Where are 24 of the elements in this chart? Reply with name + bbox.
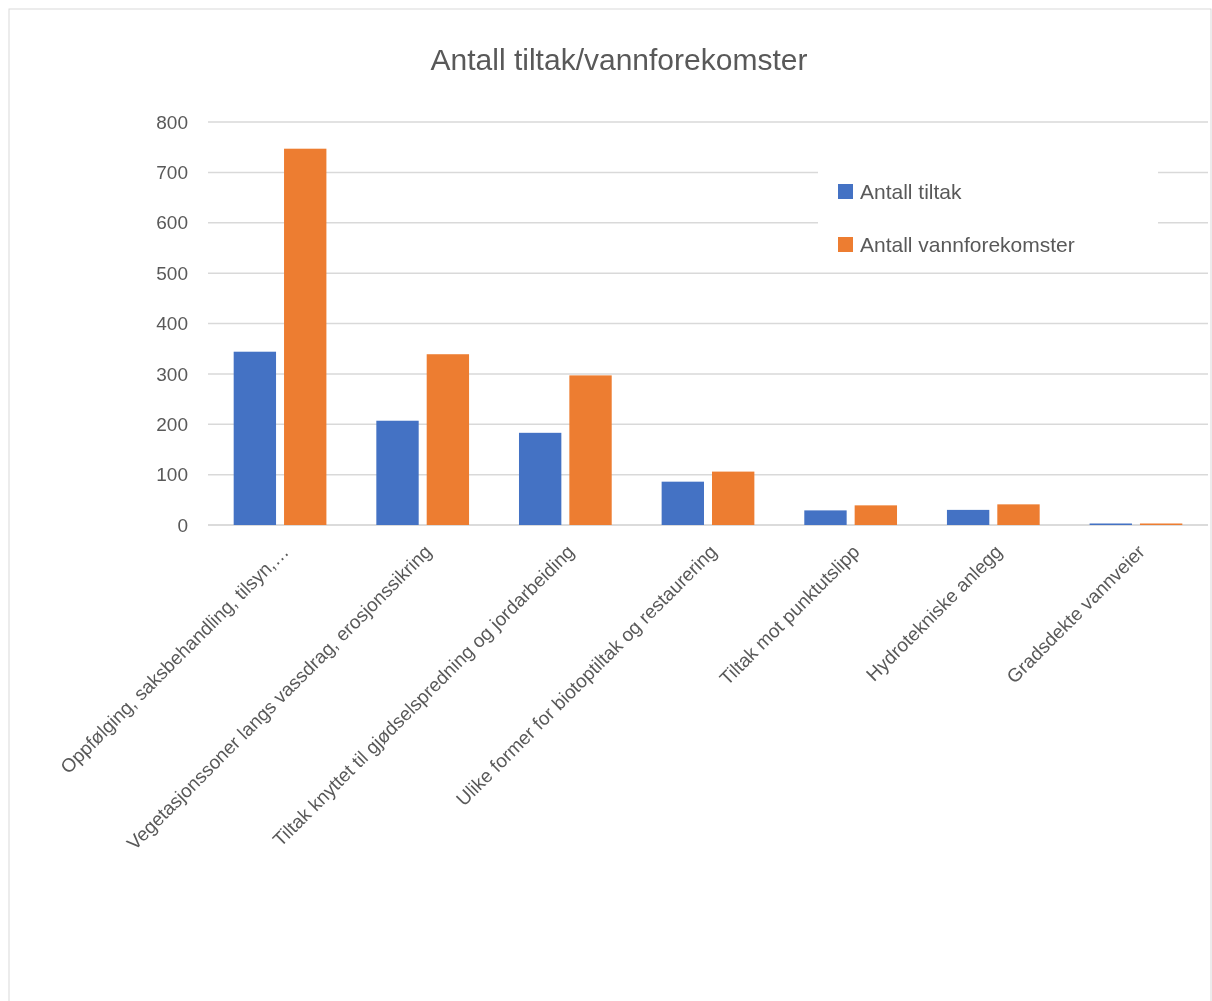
bar <box>712 471 755 525</box>
bar <box>233 351 277 525</box>
bar <box>804 510 847 525</box>
y-tick-label: 600 <box>156 212 188 234</box>
bar <box>997 504 1040 525</box>
bar <box>946 509 990 525</box>
bar <box>426 354 470 525</box>
chart-title: Antall tiltak/vannforekomster <box>430 43 808 76</box>
y-tick-label: 0 <box>177 514 188 536</box>
bar <box>376 420 419 525</box>
y-tick-label: 200 <box>156 413 188 435</box>
y-tick-label: 100 <box>156 464 188 486</box>
y-tick-label: 700 <box>156 162 188 184</box>
bar <box>569 375 612 525</box>
bar <box>518 432 562 525</box>
legend-label: Antall tiltak <box>860 180 963 204</box>
y-tick-label: 400 <box>156 313 188 335</box>
y-tick-label: 500 <box>156 262 188 284</box>
bar <box>284 148 327 525</box>
y-tick-label: 300 <box>156 363 188 385</box>
bar <box>854 505 898 525</box>
bar <box>661 481 704 525</box>
legend-label: Antall vannforekomster <box>860 233 1075 257</box>
y-tick-label: 800 <box>156 111 188 133</box>
